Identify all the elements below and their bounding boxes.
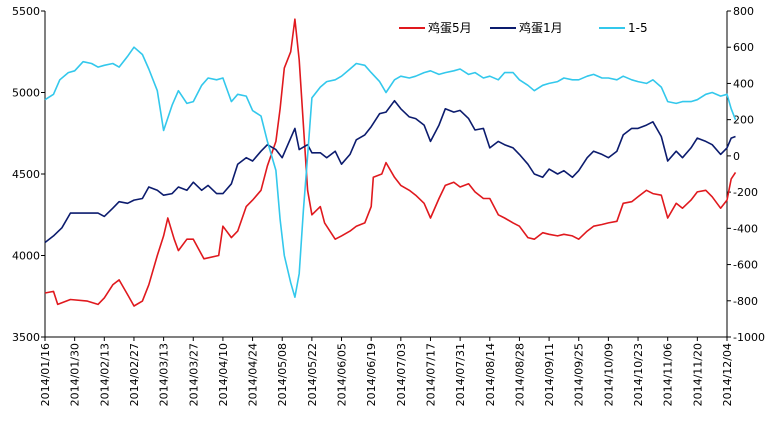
x-tick-label: 2014/06/05 [336,343,349,406]
legend-label-3: 1-5 [628,21,648,35]
x-tick-label: 2014/05/08 [276,343,289,406]
chart-legend: 鸡蛋5月 鸡蛋1月 1-5 [399,20,648,35]
right-y-tick-label: 0 [733,150,740,163]
x-tick-label: 2014/07/31 [454,343,467,406]
x-tick-label: 2014/03/27 [187,343,200,406]
x-tick-label: 2014/11/06 [662,343,675,406]
x-tick-label: 2014/08/14 [484,343,497,406]
x-tick-label: 2014/10/23 [632,343,645,406]
legend-label-1: 鸡蛋5月 [428,20,472,35]
x-tick-label: 2014/04/24 [247,343,260,406]
series-line-2 [44,99,736,244]
x-tick-label: 2014/01/30 [69,343,82,406]
x-tick-label: 2014/07/03 [395,343,408,406]
left-y-tick-label: 4500 [12,168,40,181]
right-y-tick-label: -400 [733,222,758,235]
x-tick-label: 2014/03/13 [158,343,171,406]
right-y-tick-label: -200 [733,186,758,199]
x-tick-label: 2014/01/16 [39,343,52,406]
x-tick-label: 2014/12/04 [721,343,734,406]
right-y-tick-label: 200 [733,114,754,127]
series-layer [44,18,737,307]
right-y-tick-label: 400 [733,77,754,90]
x-tick-label: 2014/05/22 [306,343,319,406]
left-y-tick-label: 4000 [12,250,40,263]
x-tick-label: 2014/11/20 [691,343,704,406]
x-tick-label: 2014/09/11 [543,343,556,406]
x-tick-label: 2014/02/27 [128,343,141,406]
left-y-tick-label: 5000 [12,87,40,100]
chart-axes: 35004000450050005500-1000-800-600-400-20… [12,5,765,406]
x-tick-label: 2014/08/28 [513,343,526,406]
right-y-tick-label: 600 [733,41,754,54]
x-tick-label: 2014/09/25 [573,343,586,406]
x-tick-label: 2014/02/13 [98,343,111,406]
series-line-1 [44,18,737,307]
left-y-tick-label: 5500 [12,5,40,18]
right-y-tick-label: -600 [733,259,758,272]
right-y-tick-label: -1000 [733,331,765,344]
left-y-tick-label: 3500 [12,331,40,344]
x-tick-label: 2014/10/09 [602,343,615,406]
x-tick-label: 2014/07/17 [424,343,437,406]
right-y-tick-label: -800 [733,295,758,308]
x-tick-label: 2014/06/19 [365,343,378,406]
x-tick-label: 2014/04/10 [217,343,230,406]
legend-label-2: 鸡蛋1月 [519,20,563,35]
series-line-3 [44,46,737,299]
right-y-tick-label: 800 [733,5,754,18]
